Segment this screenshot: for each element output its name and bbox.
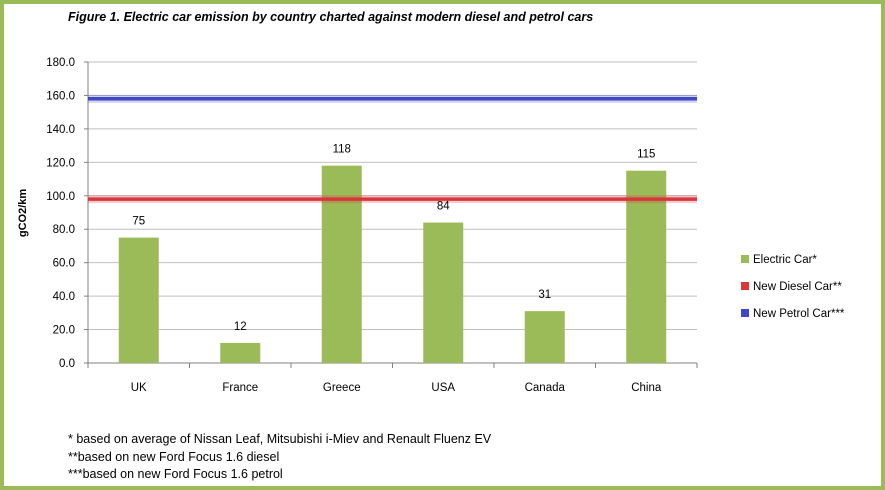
x-tick-label-france: France — [222, 382, 258, 394]
legend: Electric Car* New Diesel Car** New Petrol … — [741, 254, 845, 320]
y-tick-label: 80.0 — [53, 224, 75, 236]
x-axis-ticks: UK France Greece USA Canada China — [131, 382, 662, 394]
footnote-petrol: ***based on new Ford Focus 1.6 petrol — [68, 467, 283, 481]
legend-petrol-label: New Petrol Car*** — [753, 308, 845, 320]
chart-title: Figure 1. Electric car emission by count… — [68, 10, 594, 24]
y-tick-label: 140.0 — [46, 124, 75, 136]
x-tick-label-canada: Canada — [525, 382, 566, 394]
data-label-uk: 75 — [132, 216, 145, 228]
y-tick-label: 0.0 — [59, 358, 75, 370]
legend-electric-swatch — [741, 255, 749, 263]
data-label-greece: 118 — [333, 144, 351, 156]
y-tick-label: 100.0 — [46, 191, 75, 203]
data-label-france: 12 — [234, 321, 247, 333]
x-tick-label-uk: UK — [131, 382, 147, 394]
y-tick-label: 180.0 — [46, 57, 75, 69]
legend-diesel-label: New Diesel Car** — [753, 281, 842, 293]
y-axis-ticks: 0.0 20.0 40.0 60.0 80.0 100.0 120.0 140.0 160.0 1… — [46, 57, 75, 370]
y-tick-label: 20.0 — [53, 325, 75, 337]
x-tick-label-greece: Greece — [323, 382, 361, 394]
gridlines — [84, 61, 698, 368]
x-tick-label-usa: USA — [431, 382, 455, 394]
footnote-diesel: **based on new Ford Focus 1.6 diesel — [68, 450, 280, 464]
data-label-usa: 84 — [437, 201, 450, 213]
data-label-canada: 31 — [538, 289, 551, 301]
bar-usa — [423, 222, 464, 363]
bar-uk — [118, 237, 159, 363]
bar-china — [626, 170, 667, 363]
bar-france — [220, 342, 261, 363]
y-tick-label: 60.0 — [53, 258, 75, 270]
y-tick-label: 40.0 — [53, 291, 75, 303]
reference-lines — [88, 94, 697, 204]
legend-petrol-swatch — [741, 309, 749, 317]
data-label-china: 115 — [637, 149, 655, 161]
bar-canada — [524, 311, 565, 363]
legend-diesel-swatch — [741, 282, 749, 290]
x-tick-label-china: China — [631, 382, 662, 394]
data-labels: 75 12 118 84 31 115 — [132, 144, 655, 333]
y-axis-label: gCO2/km — [17, 189, 29, 238]
legend-electric-label: Electric Car* — [753, 254, 817, 266]
y-tick-label: 160.0 — [46, 90, 75, 102]
y-tick-label: 120.0 — [46, 157, 75, 169]
footnote-electric: * based on average of Nissan Leaf, Mitsu… — [68, 432, 492, 446]
